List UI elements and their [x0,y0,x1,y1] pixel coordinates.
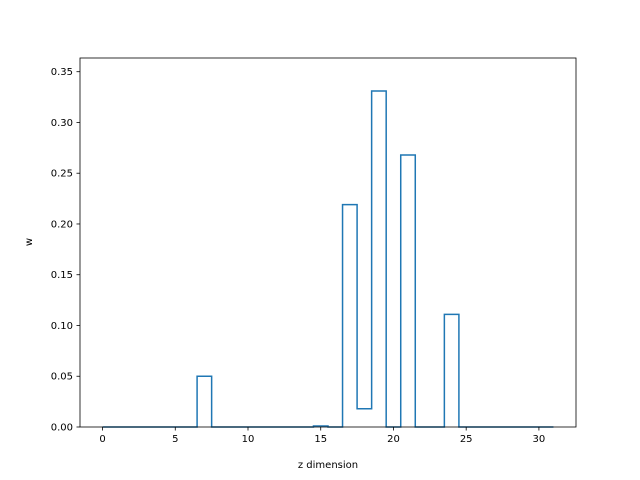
x-tick-label: 15 [314,434,327,445]
axes-frame [79,57,577,428]
x-axis-label: z dimension [298,460,358,471]
y-tick-label: 0.10 [51,321,73,332]
y-tick-label: 0.30 [51,118,73,129]
y-tick-label: 0.15 [51,270,73,281]
x-tick-label: 30 [533,434,546,445]
y-axis-label: w [24,238,35,246]
x-tick-label: 10 [242,434,255,445]
x-tick-label: 25 [460,434,473,445]
y-axis-ticks: 0.00 0.05 0.10 0.15 0.20 0.25 0.30 0.35 [51,67,80,434]
y-tick-label: 0.35 [51,67,73,78]
x-tick-label: 5 [172,434,178,445]
y-tick-label: 0.20 [51,219,73,230]
x-axis-ticks: 0 5 10 15 20 25 30 [99,427,545,445]
y-tick-label: 0.05 [51,372,73,383]
plot-area [79,57,577,428]
y-tick-label: 0.25 [51,169,73,180]
series-line-0 [102,90,554,428]
y-tick-label: 0.00 [51,423,73,434]
x-tick-label: 0 [99,434,105,445]
x-tick-label: 20 [387,434,400,445]
